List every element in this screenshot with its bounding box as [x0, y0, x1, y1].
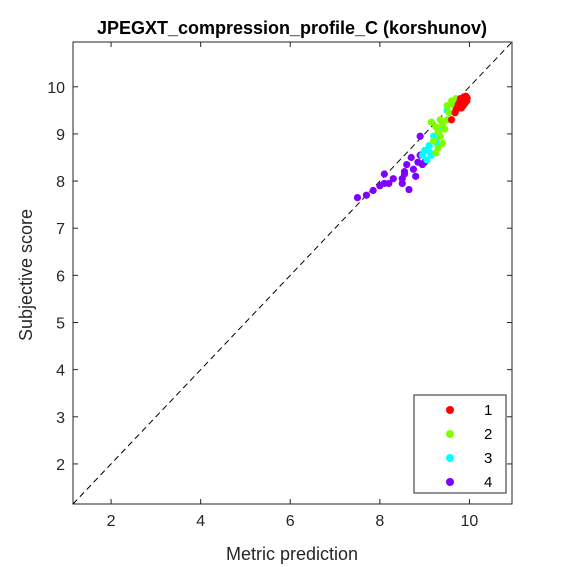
data-point-series-4	[412, 172, 420, 180]
data-point-series-2	[443, 102, 451, 110]
legend-label-2: 2	[484, 426, 492, 443]
data-point-series-4	[380, 170, 388, 178]
data-point-series-4	[389, 175, 397, 183]
y-tick-label: 3	[56, 410, 65, 427]
data-point-series-4	[369, 186, 377, 195]
y-tick-label: 10	[47, 80, 65, 97]
data-point-series-4	[405, 185, 413, 194]
x-tick-label: 10	[461, 513, 479, 530]
y-tick-label: 8	[56, 174, 65, 191]
data-point-series-4	[416, 132, 424, 140]
legend-label-1: 1	[484, 402, 492, 419]
data-point-series-1	[463, 94, 471, 102]
y-tick-label: 9	[56, 127, 65, 144]
y-tick-label: 2	[56, 457, 65, 474]
series-2-points	[427, 94, 460, 157]
data-point-series-1	[452, 106, 460, 114]
legend-label-4: 4	[484, 474, 492, 491]
y-axis-label: Subjective score	[16, 209, 36, 341]
plot-area: 2 4 6 8 10 2 3 4 5 6 7 8 9 10 1 2 3 4	[47, 41, 513, 530]
data-point-series-4	[409, 165, 418, 173]
chart-title: JPEGXT_compression_profile_C (korshunov)	[97, 18, 487, 38]
y-tick-label: 6	[56, 268, 65, 285]
x-axis-label: Metric prediction	[226, 544, 358, 564]
y-tick-label: 7	[56, 221, 65, 238]
data-point-series-2	[441, 125, 449, 133]
series-1-points	[447, 92, 471, 124]
legend-label-3: 3	[484, 450, 492, 467]
data-point-series-3	[423, 156, 431, 164]
data-point-series-3	[418, 151, 427, 159]
x-tick-label: 2	[107, 513, 116, 530]
data-point-series-4	[362, 191, 371, 199]
data-point-series-4	[403, 160, 411, 169]
data-point-series-4	[385, 179, 393, 188]
data-point-series-2	[436, 132, 444, 140]
legend-box	[413, 394, 507, 494]
data-point-series-3	[425, 142, 433, 150]
data-point-series-4	[353, 193, 362, 202]
data-point-series-4	[398, 179, 406, 188]
x-tick-label: 4	[196, 513, 205, 530]
data-point-series-2	[436, 116, 444, 124]
data-point-series-4	[400, 170, 409, 178]
legend-marker-3	[446, 454, 454, 462]
x-tick-label: 8	[375, 513, 384, 530]
data-point-series-2	[430, 137, 438, 145]
legend-marker-1	[446, 406, 454, 414]
y-tick-label: 5	[56, 316, 65, 333]
data-point-series-3	[426, 149, 434, 157]
data-point-series-4	[407, 153, 415, 162]
axes-box	[72, 41, 513, 505]
x-tick-label: 6	[286, 513, 295, 530]
data-point-series-2	[445, 109, 453, 117]
data-point-series-1	[456, 94, 465, 103]
y-tick-label: 4	[56, 363, 65, 380]
data-point-series-1	[447, 116, 456, 124]
legend-marker-4	[446, 478, 454, 486]
data-point-series-1	[459, 102, 467, 110]
data-point-series-2	[448, 98, 457, 106]
data-point-series-2	[438, 139, 447, 147]
legend-marker-2	[446, 430, 454, 438]
data-point-series-2	[427, 118, 435, 126]
data-point-series-2	[432, 149, 440, 157]
legend: 1 2 3 4	[413, 394, 507, 494]
